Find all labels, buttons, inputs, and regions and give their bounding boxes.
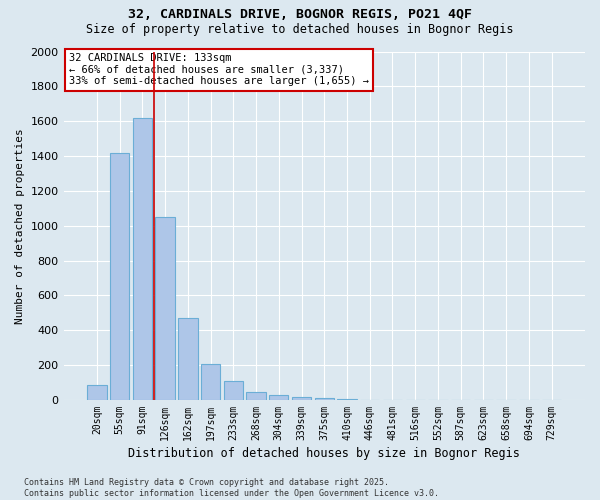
Bar	[247, 392, 266, 400]
Y-axis label: Number of detached properties: Number of detached properties	[15, 128, 25, 324]
Text: 32, CARDINALS DRIVE, BOGNOR REGIS, PO21 4QF: 32, CARDINALS DRIVE, BOGNOR REGIS, PO21 …	[128, 8, 472, 20]
Text: Size of property relative to detached houses in Bognor Regis: Size of property relative to detached ho…	[86, 22, 514, 36]
Text: 32 CARDINALS DRIVE: 133sqm
← 66% of detached houses are smaller (3,337)
33% of s: 32 CARDINALS DRIVE: 133sqm ← 66% of deta…	[69, 53, 369, 86]
Bar	[224, 381, 243, 400]
Bar	[314, 398, 334, 400]
Text: Contains HM Land Registry data © Crown copyright and database right 2025.
Contai: Contains HM Land Registry data © Crown c…	[24, 478, 439, 498]
Bar	[292, 398, 311, 400]
Bar	[110, 152, 130, 400]
Bar	[87, 385, 107, 400]
Bar	[155, 217, 175, 400]
Bar	[337, 399, 356, 400]
Bar	[133, 118, 152, 400]
X-axis label: Distribution of detached houses by size in Bognor Regis: Distribution of detached houses by size …	[128, 447, 520, 460]
Bar	[178, 318, 197, 400]
Bar	[269, 394, 289, 400]
Bar	[201, 364, 220, 400]
